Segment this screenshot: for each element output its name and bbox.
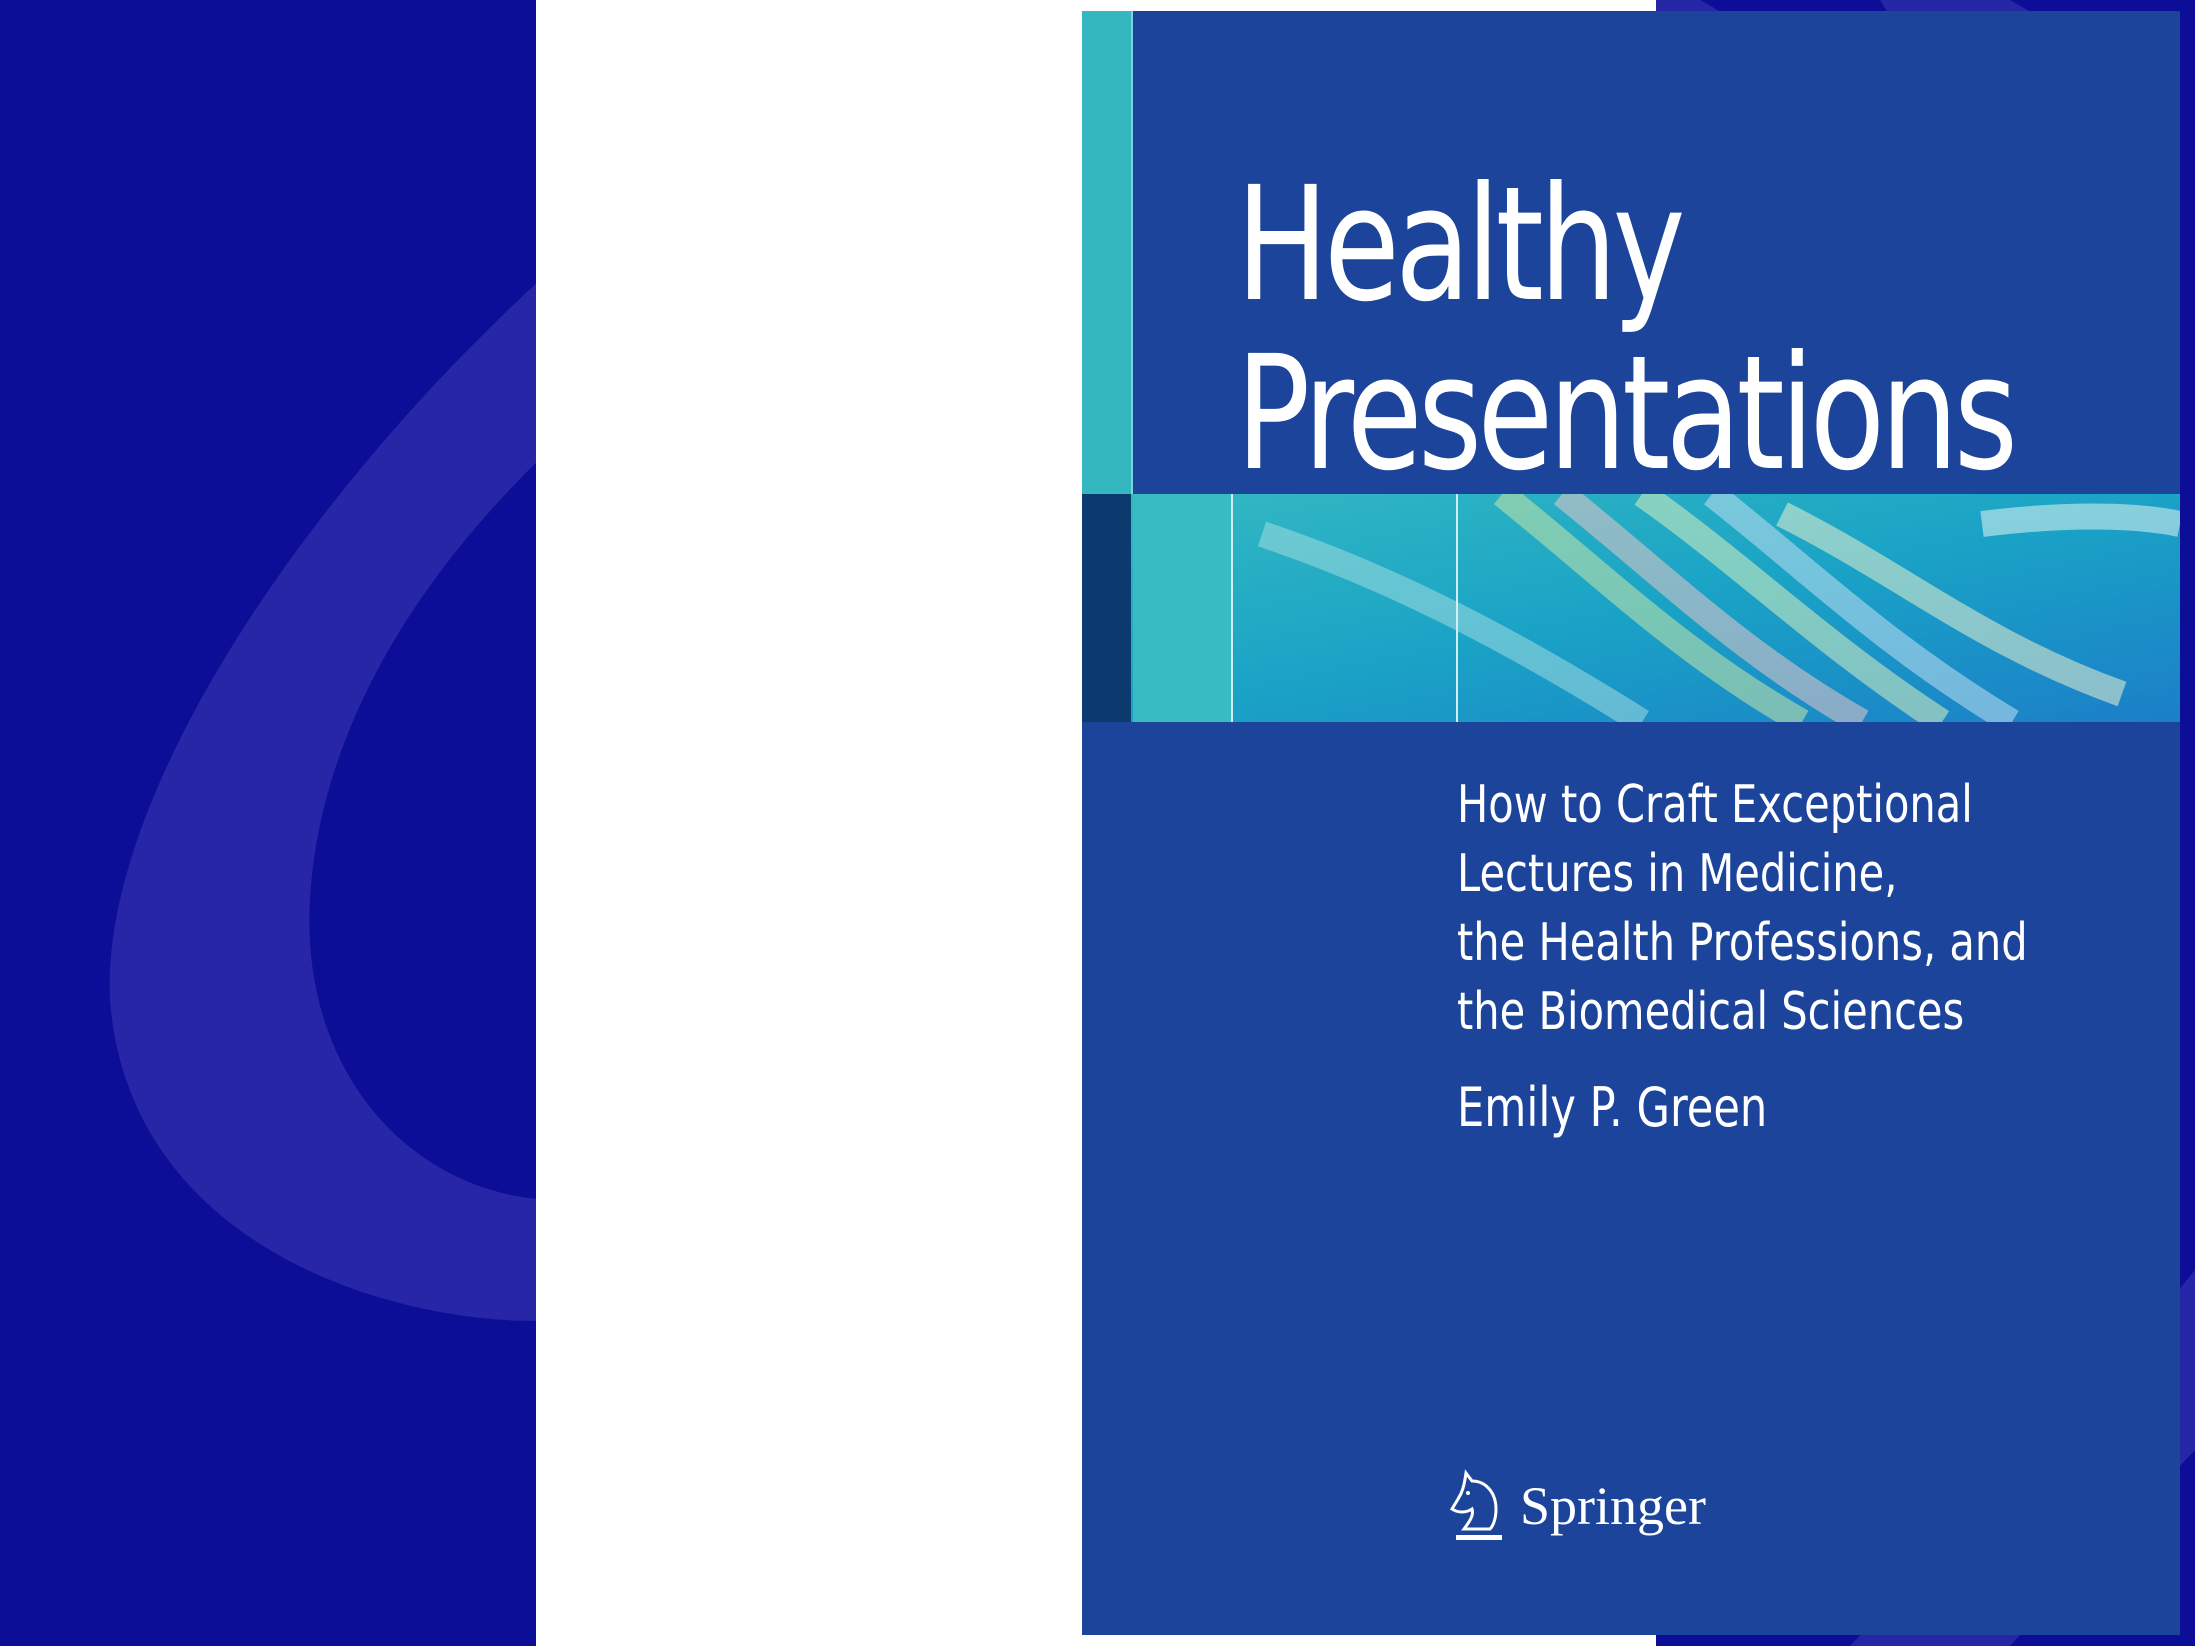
subtitle-line: How to Craft Exceptional [1457, 775, 1973, 835]
publisher-logo: Springer [1446, 1469, 1706, 1543]
subtitle-line: Lectures in Medicine, [1457, 844, 1898, 904]
knight-horse-icon [1449, 1469, 1502, 1540]
book-author: Emily P. Green [1457, 1076, 1768, 1139]
abstract-image-band [1082, 494, 2180, 722]
divider-line [1131, 11, 1133, 722]
publisher-name: Springer [1520, 1476, 1706, 1536]
book-cover: Healthy Presentations How to Craft Excep… [1082, 11, 2180, 1635]
book-title-line-1: Healthy [1236, 153, 1686, 337]
subtitle-line: the Health Professions, and [1457, 913, 2028, 973]
book-cover-frame: Healthy Presentations How to Craft Excep… [536, 0, 2180, 1646]
book-title-line-2: Presentations [1236, 322, 2018, 506]
subtitle-line: the Biomedical Sciences [1457, 982, 1965, 1042]
teal-strip [1082, 11, 1131, 494]
book-subtitle: How to Craft Exceptional Lectures in Med… [1457, 771, 2028, 1047]
